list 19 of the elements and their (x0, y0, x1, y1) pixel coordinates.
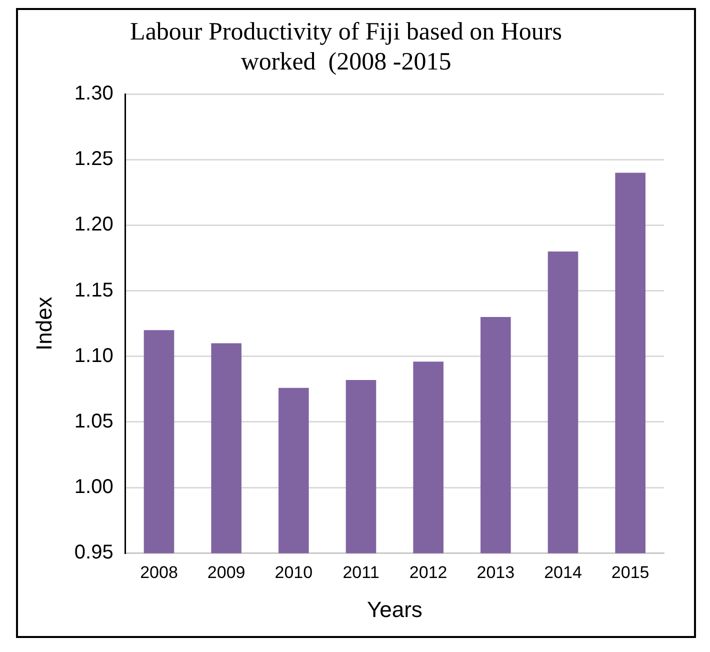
y-tick-label: 1.05 (74, 410, 114, 433)
y-tick-label: 1.20 (74, 214, 114, 236)
y-tick-label: 1.10 (74, 344, 114, 367)
y-tick-label: 1.15 (74, 279, 114, 302)
y-tick-label: 1.00 (74, 476, 114, 498)
x-tick-label: 2013 (476, 563, 515, 582)
x-tick-label: 2011 (342, 563, 380, 582)
x-tick-label: 2009 (207, 563, 246, 582)
x-tick-label: 2008 (140, 563, 178, 582)
x-tick-label: 2015 (611, 563, 650, 582)
y-tick-label: 1.25 (74, 148, 114, 170)
x-tick-label: 2010 (274, 563, 313, 582)
x-tick-label: 2012 (409, 563, 448, 582)
y-axis-title: Index (31, 296, 56, 351)
x-tick-label: 2014 (544, 563, 582, 582)
chart-title: Labour Productivity of Fiji based on Hours worked (2008 -2015 (130, 18, 562, 76)
x-axis-title: Years (366, 596, 422, 622)
y-tick-label: 1.30 (74, 82, 114, 105)
y-tick-label: 0.95 (74, 542, 114, 564)
